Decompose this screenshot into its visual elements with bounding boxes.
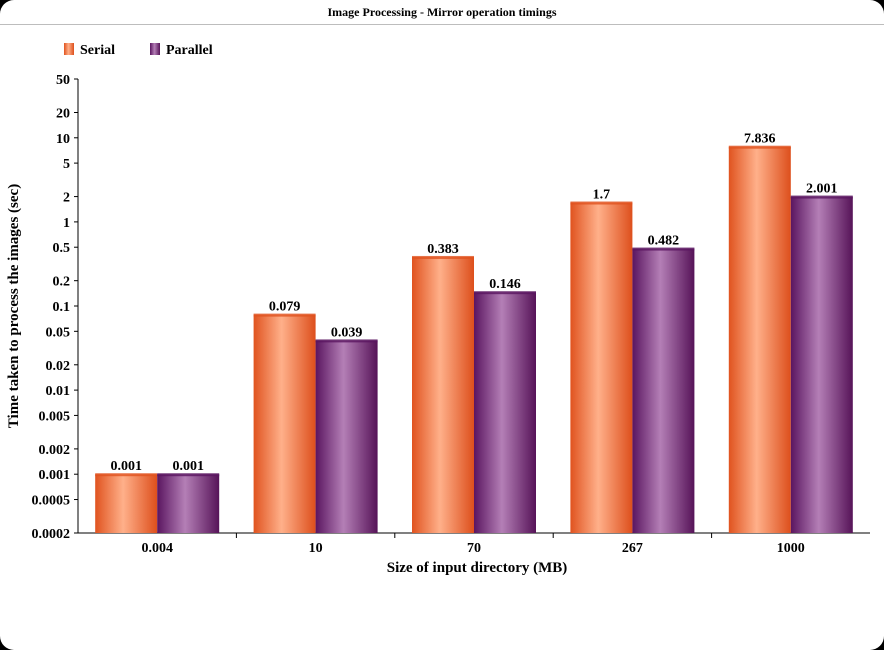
- serial-data-label: 0.001: [110, 459, 142, 474]
- parallel-bar-cap: [474, 291, 536, 295]
- parallel-bar: [790, 196, 853, 533]
- serial-bar-cap: [253, 313, 316, 317]
- y-tick-label: 0.02: [46, 359, 71, 374]
- legend-swatch-parallel: [150, 43, 160, 55]
- parallel-bar: [315, 340, 378, 533]
- chart-title: Image Processing - Mirror operation timi…: [0, 0, 884, 25]
- parallel-data-label: 0.482: [648, 234, 680, 249]
- parallel-bar-cap: [790, 195, 853, 199]
- y-tick-label: 0.002: [39, 443, 71, 458]
- parallel-bar: [157, 474, 220, 533]
- y-axis-title: Time taken to process the images (sec): [6, 184, 22, 428]
- y-tick-label: 2: [63, 191, 70, 206]
- x-tick-label: 0.004: [141, 541, 173, 556]
- serial-bar: [728, 146, 791, 533]
- serial-bar: [95, 474, 158, 533]
- serial-bar-cap: [570, 201, 633, 205]
- serial-bar-cap: [95, 473, 158, 477]
- x-tick-label: 1000: [777, 541, 805, 556]
- y-tick-label: 0.01: [46, 384, 71, 399]
- y-tick-label: 0.0005: [32, 494, 71, 509]
- x-tick-label: 267: [622, 541, 643, 556]
- parallel-bar: [632, 248, 695, 533]
- serial-bar-cap: [412, 255, 474, 259]
- serial-bar: [570, 202, 633, 534]
- parallel-data-label: 0.039: [331, 325, 363, 340]
- legend-label-serial: Serial: [80, 43, 115, 58]
- y-tick-label: 0.001: [39, 468, 71, 483]
- x-tick-label: 70: [467, 541, 481, 556]
- legend: Serial Parallel: [64, 43, 213, 58]
- parallel-bar-cap: [157, 473, 220, 477]
- y-tick-label: 0.2: [53, 275, 71, 290]
- serial-data-label: 1.7: [593, 188, 611, 203]
- serial-bar: [412, 256, 474, 533]
- x-axis-title: Size of input directory (MB): [387, 560, 568, 576]
- serial-data-label: 0.383: [427, 242, 459, 257]
- y-tick-label: 0.1: [53, 300, 71, 315]
- serial-bar-cap: [728, 145, 791, 149]
- legend-label-parallel: Parallel: [166, 43, 213, 58]
- y-tick-label: 20: [56, 106, 70, 121]
- parallel-bar-cap: [315, 339, 378, 343]
- legend-swatch-serial: [64, 43, 74, 55]
- y-tick-label: 0.0002: [32, 527, 71, 542]
- serial-bar: [253, 314, 316, 533]
- y-tick-label: 5: [63, 157, 70, 172]
- parallel-bar: [474, 292, 536, 533]
- x-tick-label: 10: [309, 541, 323, 556]
- y-tick-label: 0.005: [39, 409, 71, 424]
- y-tick-label: 10: [56, 132, 70, 147]
- parallel-data-label: 2.001: [806, 182, 838, 197]
- serial-data-label: 7.836: [744, 132, 776, 147]
- plot-area: 50 20 10 5 2 1 0.5 0.2 0.1 0.05 0.02 0.01 0.005 0.002…: [32, 73, 870, 556]
- serial-data-label: 0.079: [269, 300, 301, 315]
- y-tick-label: 0.05: [46, 325, 71, 340]
- parallel-data-label: 0.001: [172, 459, 204, 474]
- y-tick-label: 50: [56, 73, 70, 88]
- y-tick-label: 0.5: [53, 241, 71, 256]
- parallel-bar-cap: [632, 247, 695, 251]
- parallel-data-label: 0.146: [489, 277, 521, 292]
- y-tick-label: 1: [63, 216, 70, 231]
